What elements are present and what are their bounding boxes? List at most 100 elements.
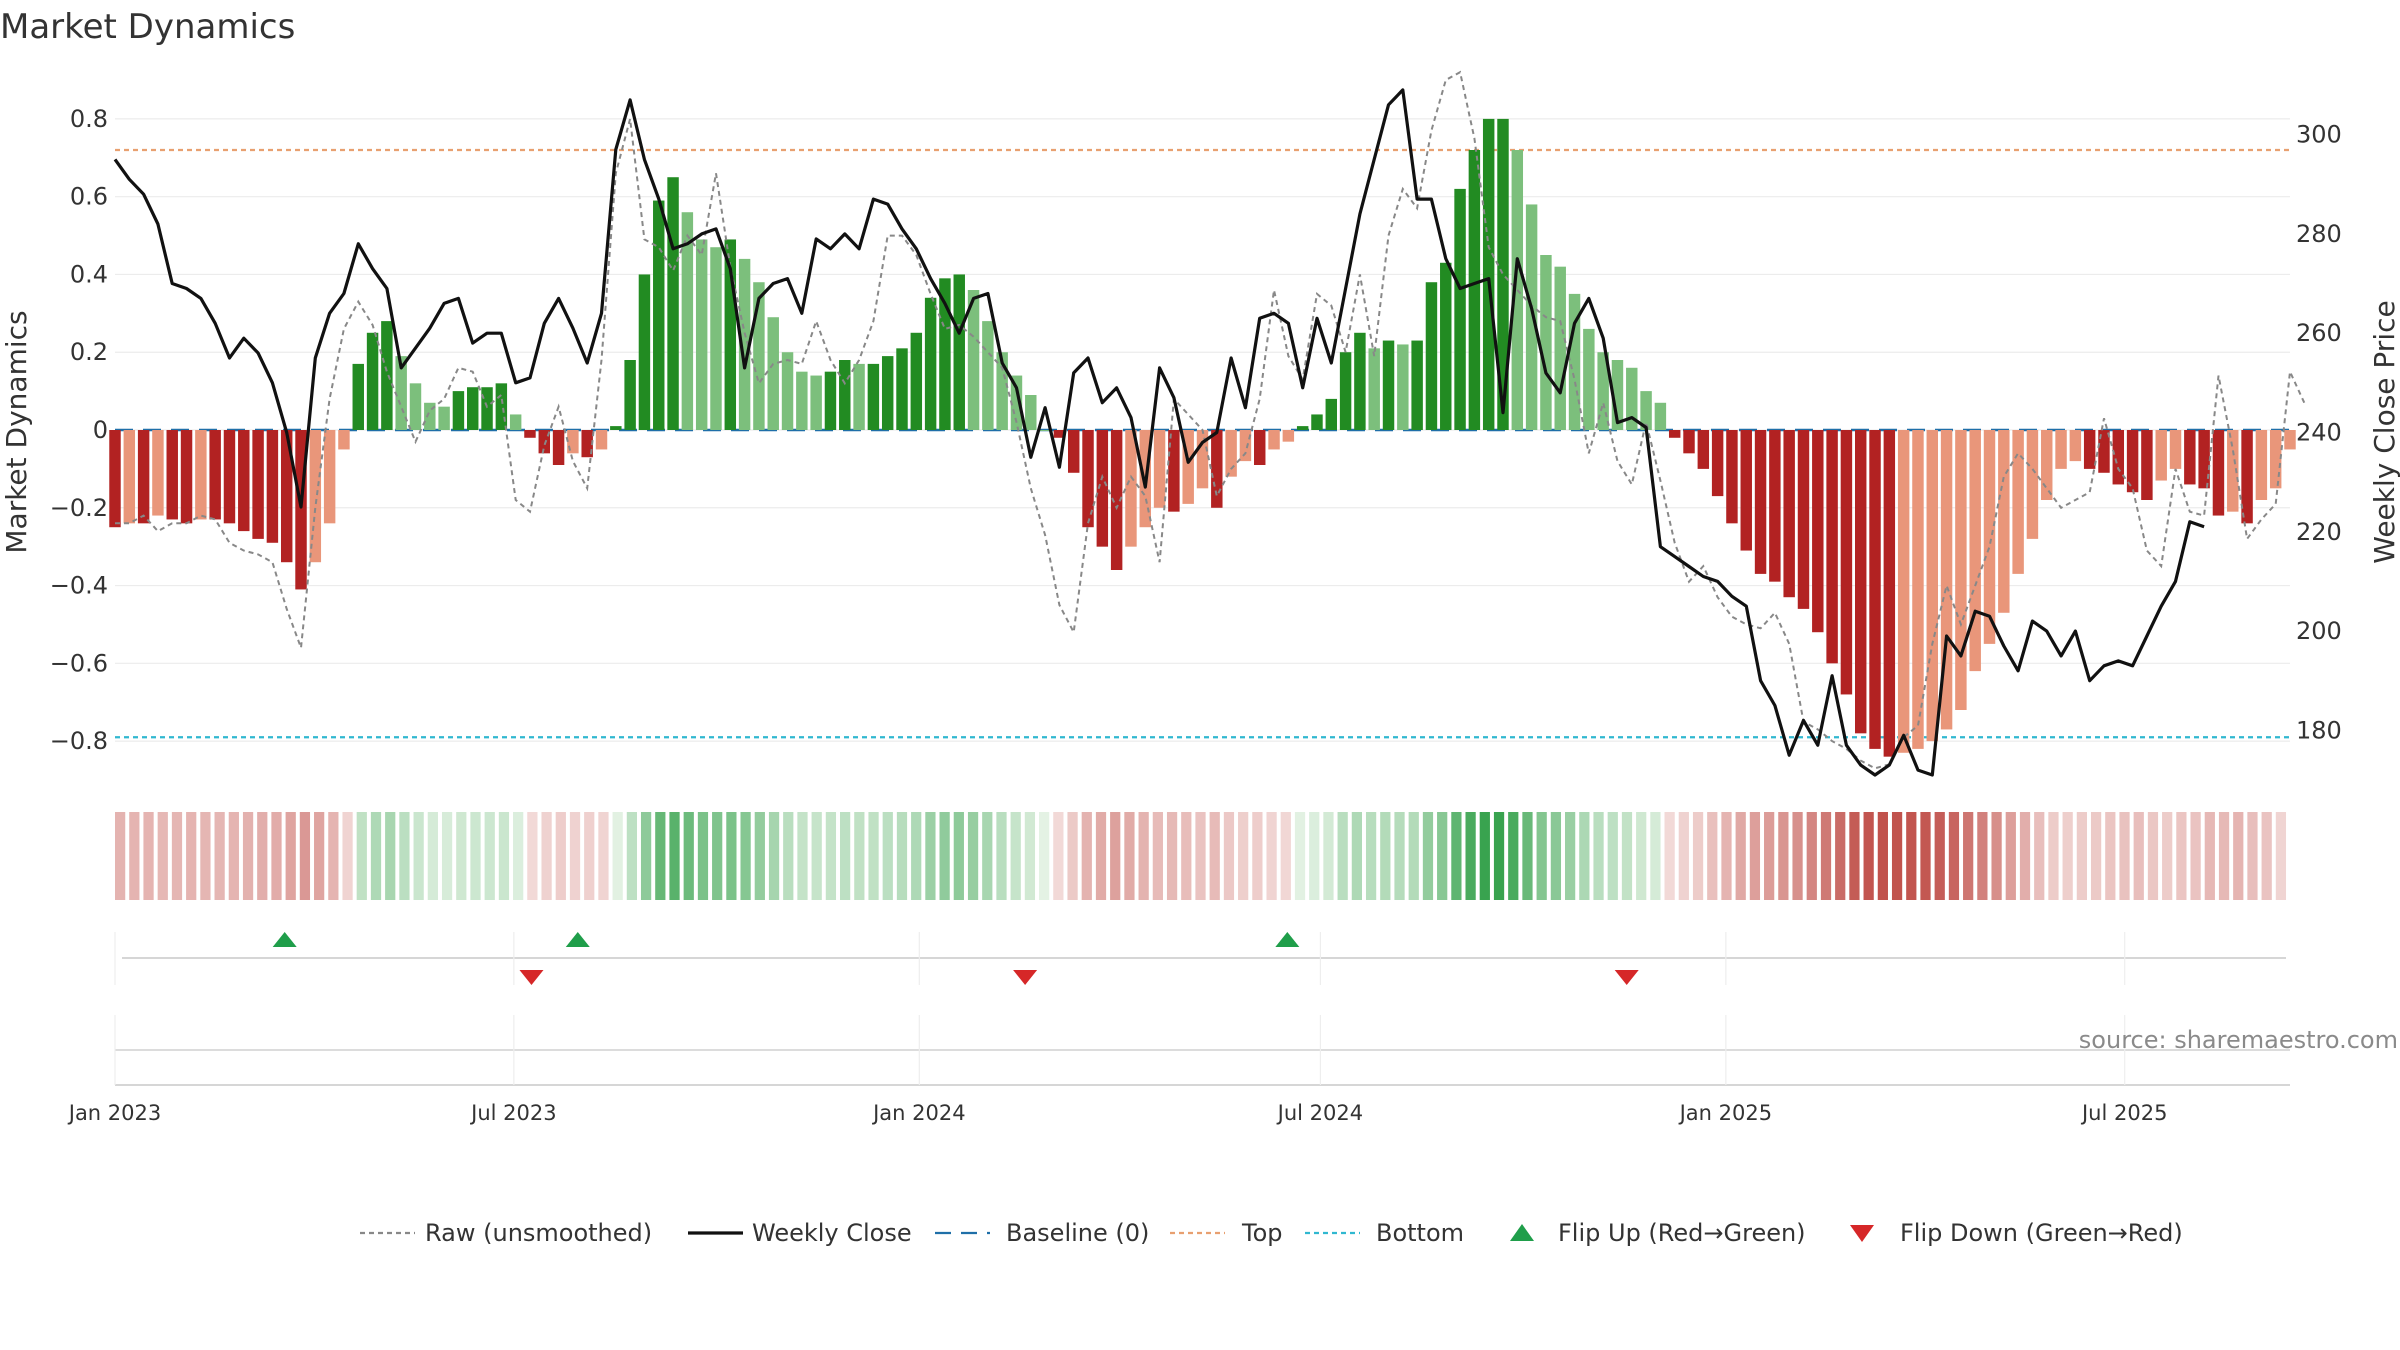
heat-cell: [186, 812, 197, 900]
y2-axis-label: Weekly Close Price: [2368, 300, 2400, 563]
heat-cell: [1778, 812, 1789, 900]
heat-cell: [200, 812, 211, 900]
legend-label: Baseline (0): [1006, 1219, 1149, 1247]
momentum-bar: [1726, 430, 1738, 524]
heat-cell: [1451, 812, 1462, 900]
heat-cell: [1010, 812, 1021, 900]
momentum-bar: [1082, 430, 1094, 528]
heat-cell: [1152, 812, 1163, 900]
momentum-bar: [1711, 430, 1724, 497]
y2-tick-label: 260: [2296, 319, 2342, 347]
momentum-bar: [180, 430, 193, 524]
heat-cell: [1252, 812, 1263, 900]
momentum-bar: [323, 430, 336, 524]
raw-series: [115, 70, 2306, 770]
heat-cell: [2176, 812, 2187, 900]
momentum-bar: [624, 360, 636, 430]
momentum-bar: [1397, 344, 1409, 430]
heat-cell: [1692, 812, 1704, 900]
heat-cell: [783, 812, 794, 900]
heat-cell: [541, 812, 552, 900]
momentum-bar: [1196, 430, 1209, 489]
momentum-bar: [137, 430, 150, 524]
momentum-bar: [2241, 430, 2253, 524]
momentum-bar: [2098, 430, 2110, 473]
momentum-bar: [1568, 293, 1581, 430]
y-tick-label: 0.6: [70, 183, 108, 211]
momentum-bar: [1454, 188, 1466, 430]
heat-cell: [1920, 812, 1931, 900]
y2-tick-label: 220: [2296, 518, 2342, 546]
heat-cell: [1749, 812, 1761, 900]
flip-down-marker: [519, 970, 544, 985]
momentum-bar: [1497, 118, 1509, 430]
momentum-bar: [982, 321, 994, 430]
momentum-bar: [1153, 430, 1166, 508]
heat-cell: [726, 812, 737, 900]
legend-label: Raw (unsmoothed): [425, 1219, 652, 1247]
momentum-bar: [1440, 262, 1452, 430]
flip-up-marker: [272, 932, 297, 947]
date-axis-panel: Jan 2023 Jul 2023 Jan 2024 Jul 2024 Jan 2025…: [67, 1015, 2290, 1125]
heat-cell: [825, 812, 837, 900]
heat-cell: [1863, 812, 1874, 900]
heat-cell: [1906, 812, 1917, 900]
heat-cell: [1721, 812, 1732, 900]
momentum-bar: [1583, 328, 1595, 430]
momentum-bar: [738, 258, 751, 430]
momentum-bar: [1840, 430, 1853, 695]
heat-cell: [1579, 812, 1590, 900]
x-tick-label: Jan 2024: [871, 1101, 966, 1125]
heat-cell: [996, 812, 1007, 900]
heat-cell: [1223, 812, 1235, 900]
momentum-bar: [581, 430, 593, 458]
legend-swatch: [1510, 1224, 1534, 1241]
momentum-bar: [1067, 430, 1080, 473]
raw-line: [115, 70, 2306, 770]
heat-cell: [1707, 812, 1718, 900]
chart-title: Market Dynamics: [0, 7, 295, 47]
heat-cell: [811, 812, 822, 900]
x-tick-label: Jul 2024: [1276, 1101, 1363, 1125]
momentum-bar: [1168, 430, 1180, 512]
flip-down-marker: [1013, 970, 1038, 985]
heat-cell: [1039, 812, 1050, 900]
momentum-bar: [839, 360, 851, 430]
right-axis-ticks: 300 280 260 240 220 200 180: [2296, 121, 2342, 745]
momentum-bar: [2255, 430, 2268, 500]
heat-cell: [1891, 812, 1903, 900]
momentum-bar: [1053, 430, 1066, 438]
heat-cell: [584, 812, 595, 900]
momentum-bar: [1626, 367, 1638, 430]
momentum-bar: [1855, 430, 1867, 734]
momentum-bar: [2169, 430, 2182, 469]
heat-cell: [2005, 812, 2016, 900]
heat-cell: [2275, 812, 2287, 900]
momentum-bar: [424, 402, 436, 430]
heat-cell: [1991, 812, 2002, 900]
momentum-bar: [2083, 430, 2096, 469]
momentum-bar: [280, 430, 293, 563]
momentum-bar: [2227, 430, 2239, 512]
momentum-bar: [1125, 430, 1137, 547]
momentum-bar: [552, 430, 565, 465]
heat-cell: [1380, 812, 1391, 900]
heat-cell: [2062, 812, 2073, 900]
heat-cell: [1067, 812, 1078, 900]
momentum-bar: [1239, 430, 1252, 462]
momentum-bar: [781, 352, 794, 430]
heat-cell: [2233, 812, 2244, 900]
heat-cell: [2119, 812, 2130, 900]
heat-cell: [1337, 812, 1348, 900]
momentum-bar: [467, 387, 479, 430]
heat-cell: [2076, 812, 2087, 900]
momentum-bar: [1425, 282, 1438, 430]
momentum-bar: [824, 371, 837, 430]
heat-cell: [1124, 812, 1135, 900]
momentum-bar: [509, 414, 522, 430]
heat-cell: [1323, 812, 1334, 900]
heat-cell: [1849, 812, 1860, 900]
momentum-bar: [1554, 266, 1566, 430]
momentum-bar: [452, 391, 465, 430]
heat-cell: [456, 812, 467, 900]
